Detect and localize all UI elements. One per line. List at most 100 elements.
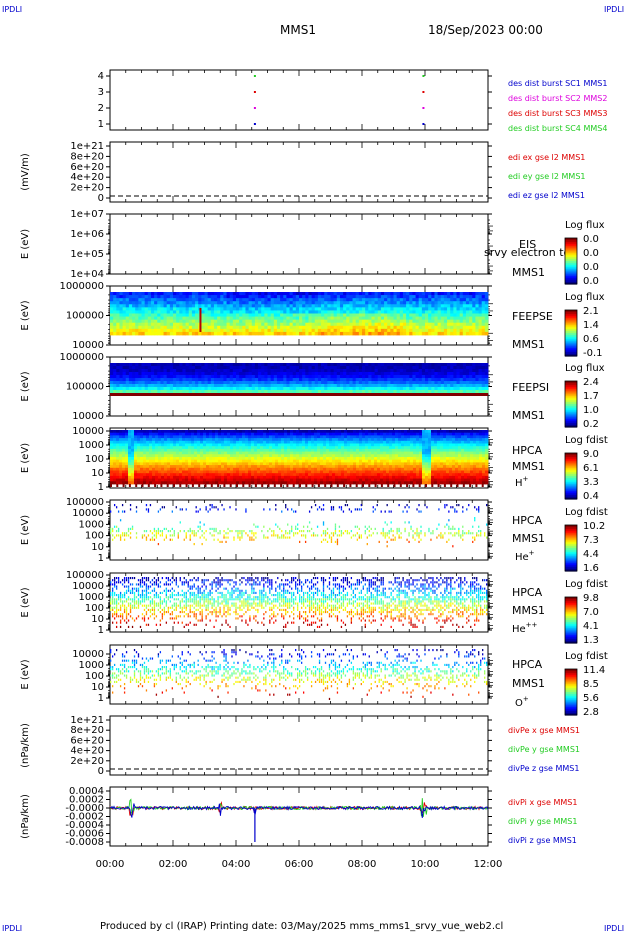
hpca-h-ytick-label: 10000 — [72, 426, 104, 437]
colorbar-cell — [565, 456, 577, 460]
colorbar-cell — [565, 384, 577, 388]
colorbar-cell — [565, 608, 577, 612]
colorbar-cell — [565, 487, 577, 491]
colorbar-cell — [565, 454, 577, 458]
colorbar-cell — [565, 684, 577, 687]
eis-colorbar-title: Log flux — [565, 220, 605, 231]
hpca-h-lowrow — [191, 484, 194, 487]
hpca-hepp-ytick-label: 100000 — [66, 570, 104, 581]
feepsi-ytick-label: 10000 — [72, 411, 104, 422]
colorbar-cell — [565, 419, 577, 422]
hpca-h-lowrow — [141, 484, 144, 487]
colorbar-cell — [565, 315, 577, 319]
burst-marker — [422, 123, 425, 125]
hpca-h-ytick-label: 1000 — [79, 440, 104, 451]
hpca-h-lowrow — [147, 484, 150, 487]
feepse-ytick-label: 100000 — [66, 311, 104, 322]
colorbar-cell — [565, 411, 577, 415]
logo-top-left: IPDLI — [2, 5, 22, 14]
colorbar-cell — [565, 495, 577, 498]
colorbar-cell — [565, 247, 577, 251]
colorbar-cell — [565, 460, 577, 464]
hpca-he-species-label: He+ — [515, 549, 535, 563]
colorbar-cell — [565, 340, 577, 344]
hpca-he-colorbar — [564, 524, 578, 572]
colorbar-cell — [565, 404, 577, 407]
hpca-h-lowrow — [387, 484, 390, 487]
colorbar-cell — [565, 274, 577, 277]
hpca-h-lowrow — [223, 484, 226, 487]
feepsi-ytick-label: 100000 — [66, 382, 104, 393]
colorbar-cell — [565, 688, 577, 691]
colorbar-cell — [565, 388, 577, 392]
colorbar-cell — [565, 483, 577, 487]
hpca-he-ylabel: E (eV) — [20, 515, 31, 545]
colorbar-cell — [565, 559, 577, 563]
hpca-h-lowrow — [456, 484, 459, 487]
colorbar-cell — [565, 549, 577, 553]
colorbar-cell — [565, 415, 577, 419]
colorbar-cell — [565, 625, 577, 629]
burst-legend-entry: des dist burst SC4 MMS4 — [508, 124, 607, 133]
colorbar-cell — [565, 699, 577, 703]
feepsi-ytick-label: 1000000 — [59, 352, 104, 363]
hpca-h-colorbar-tick: 0.4 — [583, 491, 599, 502]
colorbar-cell — [565, 264, 577, 268]
hpca-hepp-colorbar-title: Log fdist — [565, 579, 608, 590]
hpca-o-ytick-label: 1 — [98, 693, 104, 704]
hpca-h-lowrow — [469, 484, 472, 487]
hpca-h-colorbar-title: Log fdist — [565, 435, 608, 446]
hpca-h-lowrow — [425, 484, 427, 487]
burst-marker — [253, 107, 256, 109]
hpca-hepp-right-label: MMS1 — [512, 604, 545, 617]
hpca-he-ytick-label: 10000 — [72, 508, 104, 519]
colorbar-cell — [565, 606, 577, 610]
hpca-h-lowrow — [110, 484, 112, 487]
colorbar-cell — [565, 693, 577, 697]
hpca-h-lowrow — [443, 484, 446, 487]
logo-top-right: IPDLI — [604, 5, 624, 14]
burst-frame — [109, 69, 489, 131]
colorbar-cell — [565, 243, 577, 247]
colorbar-cell — [565, 472, 577, 475]
hpca-o-colorbar-tick: 11.4 — [583, 665, 605, 676]
divpi-legend-entry: divPi z gse MMS1 — [508, 836, 577, 845]
colorbar-cell — [565, 633, 577, 636]
divpe-legend-entry: divPe y gse MMS1 — [508, 745, 580, 754]
colorbar-cell — [565, 526, 577, 530]
feepsi-spectrogram — [110, 363, 489, 394]
colorbar-cell — [565, 421, 577, 424]
hpca-hepp-colorbar — [564, 596, 578, 644]
colorbar-cell — [565, 489, 577, 492]
colorbar-cell — [565, 555, 577, 559]
hpca-he-colorbar-tick: 10.2 — [583, 521, 605, 532]
colorbar-cell — [565, 534, 577, 538]
colorbar-cell — [565, 682, 577, 685]
colorbar-cell — [565, 409, 577, 413]
colorbar-cell — [565, 546, 577, 549]
hpca-hepp-spectrogram — [110, 577, 488, 628]
colorbar-cell — [565, 280, 577, 283]
colorbar-cell — [565, 470, 577, 473]
divpe-ytick-label: 8e+20 — [70, 725, 104, 736]
colorbar-cell — [565, 618, 577, 621]
colorbar-cell — [565, 610, 577, 613]
colorbar-cell — [565, 604, 577, 608]
colorbar-cell — [565, 381, 577, 384]
hpca-h-ylabel: E (eV) — [20, 443, 31, 473]
feepse-colorbar-tick: -0.1 — [583, 348, 603, 359]
colorbar-cell — [565, 402, 577, 405]
colorbar-cell — [565, 262, 577, 266]
colorbar-cell — [565, 392, 577, 396]
hpca-h-lowrow — [242, 484, 245, 487]
hpca-o-spectrogram — [110, 649, 488, 700]
colorbar-cell — [565, 257, 577, 260]
colorbar-cell — [565, 538, 577, 541]
colorbar-cell — [565, 553, 577, 557]
hpca-h-lowrow — [173, 484, 175, 487]
eis-frame — [109, 213, 489, 275]
hpca-o-ytick-label: 100 — [85, 671, 104, 682]
hpca-h-lowrow — [343, 484, 346, 487]
hpca-h-lowrow — [330, 484, 333, 487]
hpca-h-ytick-label: 100 — [85, 454, 104, 465]
